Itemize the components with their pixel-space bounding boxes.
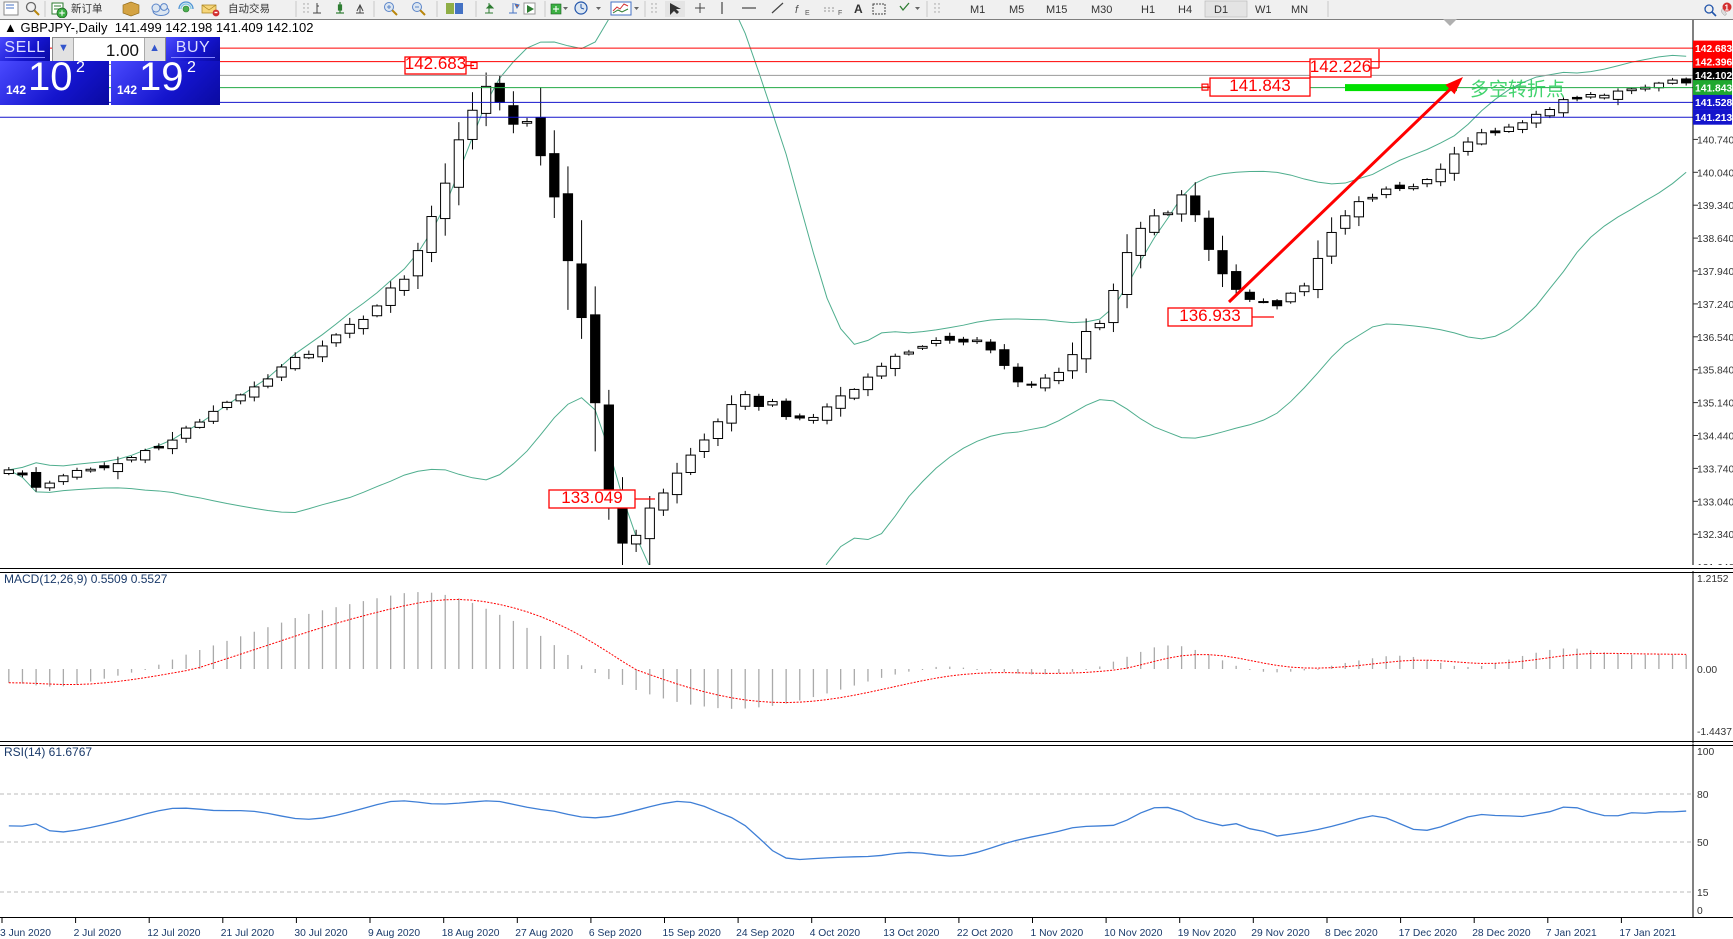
- svg-text:D1: D1: [1214, 4, 1228, 16]
- svg-text:-1.4437: -1.4437: [1697, 727, 1732, 738]
- svg-text:W1: W1: [1255, 4, 1272, 16]
- svg-text:RSI(14) 61.6767: RSI(14) 61.6767: [4, 745, 92, 759]
- svg-text:100: 100: [1697, 747, 1714, 758]
- svg-text:E: E: [805, 10, 810, 17]
- svg-text:141.528: 141.528: [1695, 98, 1732, 109]
- svg-text:1: 1: [1725, 4, 1730, 13]
- svg-text:142.226: 142.226: [1310, 57, 1371, 76]
- svg-text:0: 0: [1697, 906, 1703, 917]
- svg-text:27 Aug 2020: 27 Aug 2020: [515, 928, 573, 939]
- svg-text:H1: H1: [1141, 4, 1155, 16]
- svg-text:141.843: 141.843: [1695, 83, 1732, 94]
- svg-text:142.396: 142.396: [1695, 57, 1732, 68]
- svg-text:140.040: 140.040: [1697, 168, 1733, 179]
- svg-text:137.940: 137.940: [1697, 267, 1733, 278]
- svg-text:多空转折点: 多空转折点: [1470, 79, 1565, 101]
- svg-text:133.049: 133.049: [561, 488, 622, 507]
- svg-text:0.00: 0.00: [1697, 665, 1717, 676]
- svg-text:136.540: 136.540: [1697, 333, 1733, 344]
- svg-text:132.340: 132.340: [1697, 530, 1733, 541]
- svg-text:H4: H4: [1178, 4, 1192, 16]
- svg-text:80: 80: [1697, 790, 1709, 801]
- svg-text:131.640: 131.640: [1697, 563, 1733, 565]
- svg-text:141.843: 141.843: [1229, 76, 1290, 95]
- svg-text:17 Jan 2021: 17 Jan 2021: [1619, 928, 1676, 939]
- svg-text:A: A: [854, 2, 863, 16]
- svg-text:135.840: 135.840: [1697, 366, 1733, 377]
- svg-text:4 Oct 2020: 4 Oct 2020: [810, 928, 861, 939]
- svg-text:M5: M5: [1009, 4, 1024, 16]
- svg-text:自动交易: 自动交易: [228, 2, 270, 15]
- svg-text:136.933: 136.933: [1179, 306, 1240, 325]
- svg-text:6 Sep 2020: 6 Sep 2020: [589, 928, 642, 939]
- svg-text:MN: MN: [1291, 4, 1308, 16]
- svg-text:1.2152: 1.2152: [1697, 574, 1729, 585]
- svg-text:135.140: 135.140: [1697, 399, 1733, 410]
- svg-text:19 Nov 2020: 19 Nov 2020: [1178, 928, 1237, 939]
- svg-text:M30: M30: [1091, 4, 1112, 16]
- svg-text:141.213: 141.213: [1695, 113, 1732, 124]
- svg-text:F: F: [838, 10, 842, 17]
- svg-text:24 Sep 2020: 24 Sep 2020: [736, 928, 795, 939]
- svg-text:139.340: 139.340: [1697, 201, 1733, 212]
- svg-text:133.740: 133.740: [1697, 464, 1733, 475]
- svg-text:15 Sep 2020: 15 Sep 2020: [663, 928, 722, 939]
- svg-text:137.240: 137.240: [1697, 300, 1733, 311]
- svg-text:新订单: 新订单: [71, 2, 103, 15]
- svg-text:MACD(12,26,9) 0.5509 0.5527: MACD(12,26,9) 0.5509 0.5527: [4, 572, 168, 586]
- svg-text:140.740: 140.740: [1697, 135, 1733, 146]
- svg-text:18 Aug 2020: 18 Aug 2020: [442, 928, 500, 939]
- svg-text:3 Jun 2020: 3 Jun 2020: [0, 928, 51, 939]
- svg-text:50: 50: [1697, 838, 1709, 849]
- svg-text:2 Jul 2020: 2 Jul 2020: [74, 928, 122, 939]
- svg-text:7 Jan 2021: 7 Jan 2021: [1546, 928, 1597, 939]
- svg-text:f: f: [795, 4, 799, 16]
- svg-text:8 Dec 2020: 8 Dec 2020: [1325, 928, 1378, 939]
- svg-text:134.440: 134.440: [1697, 432, 1733, 443]
- svg-text:17 Dec 2020: 17 Dec 2020: [1399, 928, 1458, 939]
- svg-text:15: 15: [1697, 888, 1709, 899]
- svg-text:29 Nov 2020: 29 Nov 2020: [1251, 928, 1310, 939]
- svg-text:138.640: 138.640: [1697, 234, 1733, 245]
- svg-text:30 Jul 2020: 30 Jul 2020: [294, 928, 348, 939]
- svg-text:M15: M15: [1046, 4, 1067, 16]
- svg-text:M1: M1: [970, 4, 985, 16]
- svg-text:21 Jul 2020: 21 Jul 2020: [221, 928, 275, 939]
- svg-text:12 Jul 2020: 12 Jul 2020: [147, 928, 201, 939]
- svg-text:13 Oct 2020: 13 Oct 2020: [883, 928, 939, 939]
- svg-text:133.040: 133.040: [1697, 497, 1733, 508]
- svg-text:142.683: 142.683: [1695, 44, 1732, 55]
- svg-text:28 Dec 2020: 28 Dec 2020: [1472, 928, 1531, 939]
- svg-text:142.683: 142.683: [405, 54, 466, 73]
- svg-text:1 Nov 2020: 1 Nov 2020: [1031, 928, 1084, 939]
- svg-text:9 Aug 2020: 9 Aug 2020: [368, 928, 420, 939]
- svg-text:22 Oct 2020: 22 Oct 2020: [957, 928, 1013, 939]
- svg-text:10 Nov 2020: 10 Nov 2020: [1104, 928, 1163, 939]
